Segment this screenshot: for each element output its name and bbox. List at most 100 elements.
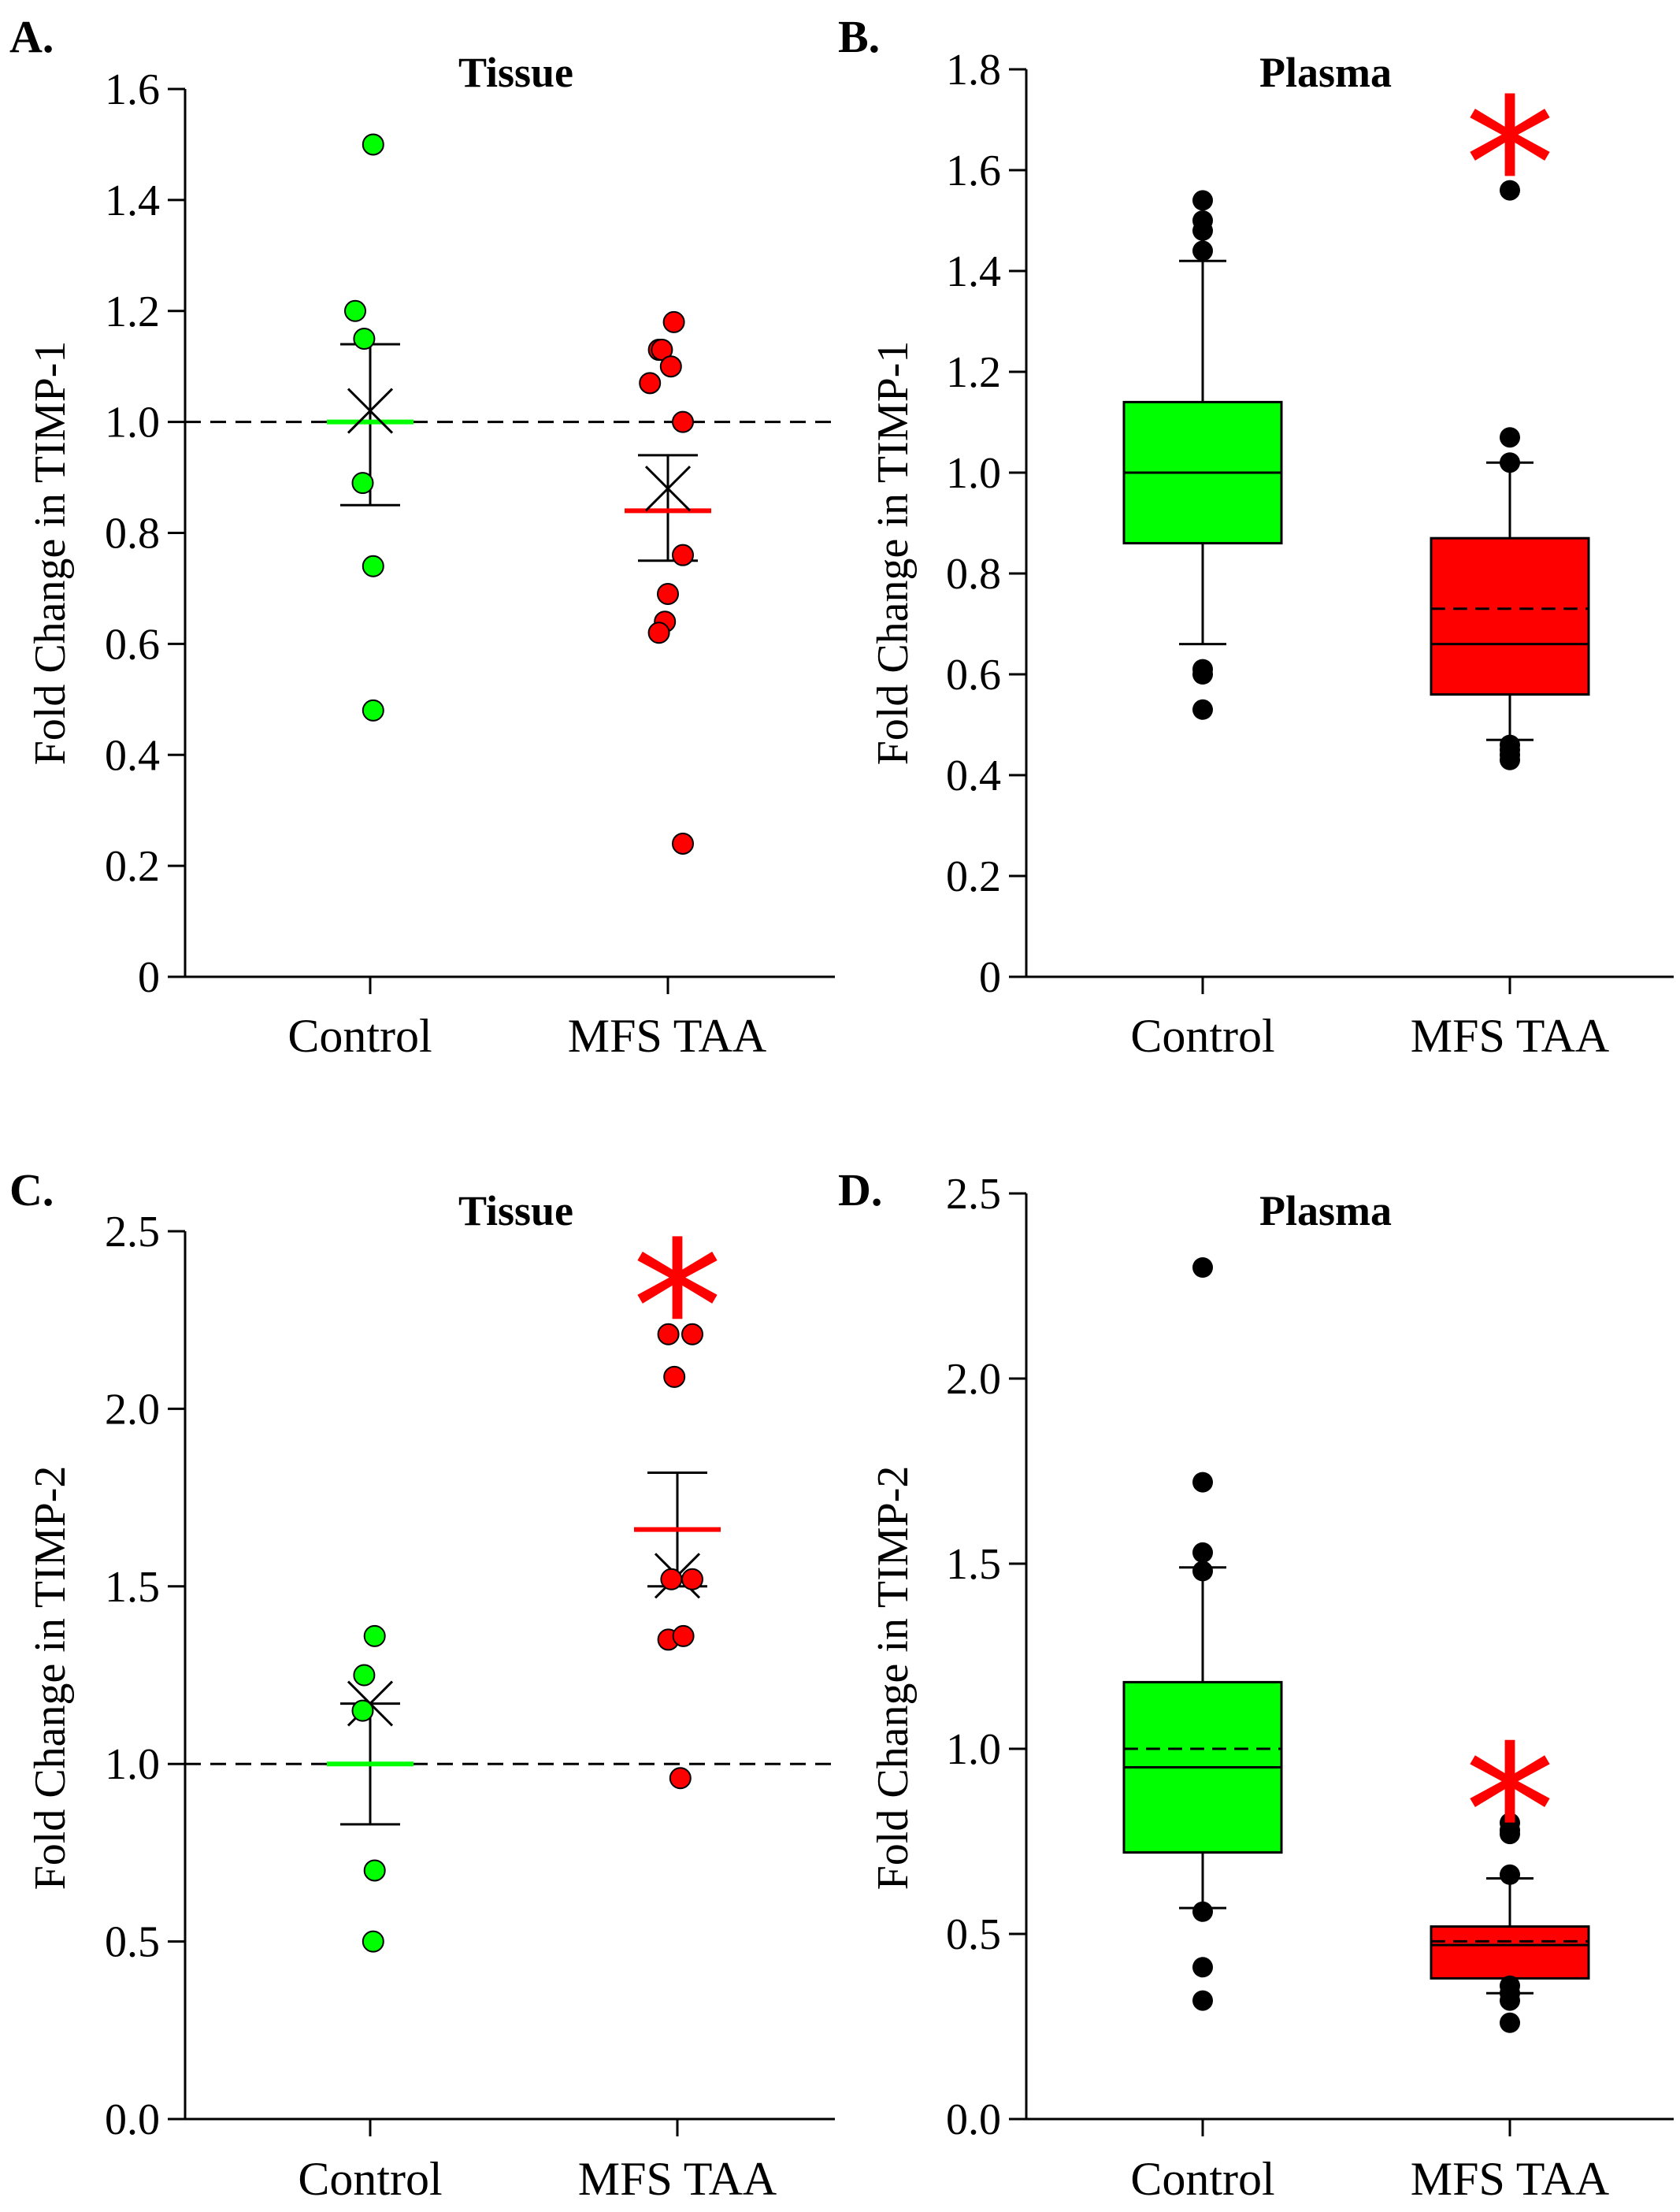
panel-d-y-tick-label: 2.0 [946,1355,1001,1404]
panel-b-y-tick-label: 0.2 [946,852,1001,901]
panel-d-control-outlier [1192,1542,1213,1563]
panel-a-label: A. [9,11,54,62]
panel-c-control-data-point [363,1624,386,1647]
panel-a-control-data-point [362,133,384,156]
panel-c-y-tick-label: 1.0 [105,1740,160,1789]
panel-b-y-tick-label: 0 [979,953,1001,1002]
panel-a-mfs-data-point [657,582,679,605]
panel-a-category-mfs: MFS TAA [568,1010,767,1062]
panel-b-control-outlier [1192,699,1213,720]
panel-c-control-data-point [353,1664,376,1687]
panel-b-mfs-outlier [1500,452,1520,473]
panel-b-category-mfs: MFS TAA [1411,1010,1610,1062]
panel-b-category-control: Control [1130,1010,1274,1062]
panel-c-title: Tissue [458,1187,573,1234]
panel-b-y-tick-label: 0.4 [946,752,1001,800]
panel-c-y-tick-label: 0.0 [105,2095,160,2144]
panel-a-mfs-mean-marker [644,466,692,512]
panel-a-mfs-data-point [659,355,682,378]
panel-a-category-control: Control [287,1010,432,1062]
panel-a-y-tick-label: 1.6 [105,65,160,114]
panel-b-mfs-box [1430,536,1590,696]
panel-a-control-data-point [362,555,384,577]
panel-d-y-tick-label: 2.5 [946,1170,1001,1219]
panel-d-mfs-outlier [1500,1990,1520,2011]
panel-d-mfs-outlier [1500,1824,1520,1845]
panel-a-mfs-data-point [647,622,670,644]
panel-c: C. Tissue Fold Change in TIMP-2 Control … [9,1164,835,2205]
panel-c-mfs-data-point [657,1323,680,1345]
panel-b-control-outlier [1192,664,1213,685]
panel-c-label: C. [9,1164,54,1215]
panel-b-y-tick-label: 0.8 [946,550,1001,599]
panel-d-title: Plasma [1259,1187,1392,1234]
panel-a-mfs-data-point [672,832,694,855]
panel-a-mfs-data-point [672,544,694,566]
panel-a-control-data-point [344,299,366,322]
panel-c-control-data-point [351,1699,374,1722]
panel-d-control-outlier [1192,1561,1213,1582]
panel-b-y-tick-label: 1.0 [946,449,1001,498]
panel-d-significance-asterisk: * [1465,1707,1556,1917]
panel-b-y-tick-label: 1.6 [946,147,1001,195]
panel-c-y-tick-label: 2.0 [105,1385,160,1434]
panel-a-mfs-data-point [639,372,662,395]
panel-d-control-outlier [1192,1472,1213,1493]
panel-a-title: Tissue [458,49,573,96]
panel-a-control-data-point [353,327,376,350]
panel-c-mfs-data-point [672,1624,695,1647]
panel-c-mfs-data-point [681,1323,703,1345]
panel-b-mfs-outlier [1500,427,1520,448]
panel-b-y-tick-label: 1.2 [946,348,1001,397]
panel-b-y-tick-label: 0.6 [946,651,1001,700]
panel-a-mfs-data-point [651,339,673,362]
panel-a-y-tick-label: 1.2 [105,288,160,336]
panel-d-label: D. [838,1164,882,1215]
panel-b-control-outlier [1192,220,1213,241]
panel-a-mfs-data-point [662,310,685,333]
panel-b-y-axis-label: Fold Change in TIMP-1 [869,341,918,766]
panel-a-y-tick-label: 0.6 [105,620,160,669]
panel-d-category-control: Control [1130,2153,1274,2205]
panel-c-category-mfs: MFS TAA [578,2153,777,2205]
panel-c-y-axis-label: Fold Change in TIMP-2 [26,1466,75,1891]
panel-c-significance-asterisk: * [632,1204,723,1414]
panel-d-y-tick-label: 0.5 [946,1910,1001,1959]
panel-d-y-tick-label: 0.0 [946,2095,1001,2144]
panel-b-control-outlier [1192,190,1213,211]
panel-d-category-mfs: MFS TAA [1411,2153,1610,2205]
panel-d-y-tick-label: 1.0 [946,1725,1001,1774]
panel-d-mfs-box [1430,1925,1590,1980]
panel-b-label: B. [838,11,880,62]
panel-a-y-tick-label: 0.8 [105,510,160,559]
panel-c-mfs-data-point [669,1767,692,1790]
panel-d-control-outlier [1192,1257,1213,1278]
panel-b-title: Plasma [1259,49,1392,96]
panel-b-mfs-outlier [1500,180,1520,201]
panel-a-y-axis-label: Fold Change in TIMP-1 [26,341,75,766]
panel-b-significance-asterisk: * [1465,61,1556,271]
panel-a-y-tick-label: 0.2 [105,842,160,891]
panel-c-control-data-point [363,1859,386,1882]
panel-b: B. Plasma Fold Change in TIMP-1 Control … [838,11,1674,1062]
panel-d-control-outlier [1192,1957,1213,1978]
panel-c-y-tick-label: 1.5 [105,1563,160,1612]
panel-a-control-data-point [362,699,384,722]
panel-d-y-tick-label: 1.5 [946,1540,1001,1589]
panel-a-control-data-point [351,472,374,495]
panel-a-y-tick-label: 1.0 [105,399,160,447]
panel-a-control-mean-marker [347,388,394,434]
panel-c-category-control: Control [298,2153,442,2205]
panel-a-y-tick-label: 0.4 [105,731,160,780]
panel-a: A. Tissue Fold Change in TIMP-1 Control … [9,11,835,1062]
panel-a-y-tick-label: 1.4 [105,176,160,225]
panel-d-mfs-outlier [1500,2012,1520,2033]
panel-a-mfs-data-point [672,410,694,433]
panel-d-control-outlier [1192,1990,1213,2011]
panel-c-mfs-data-point [660,1568,683,1590]
panel-d-y-axis-label: Fold Change in TIMP-2 [869,1466,918,1891]
panel-b-mfs-outlier [1500,749,1520,770]
panel-a-y-tick-label: 0 [138,953,160,1002]
panel-b-control-outlier [1192,240,1213,262]
